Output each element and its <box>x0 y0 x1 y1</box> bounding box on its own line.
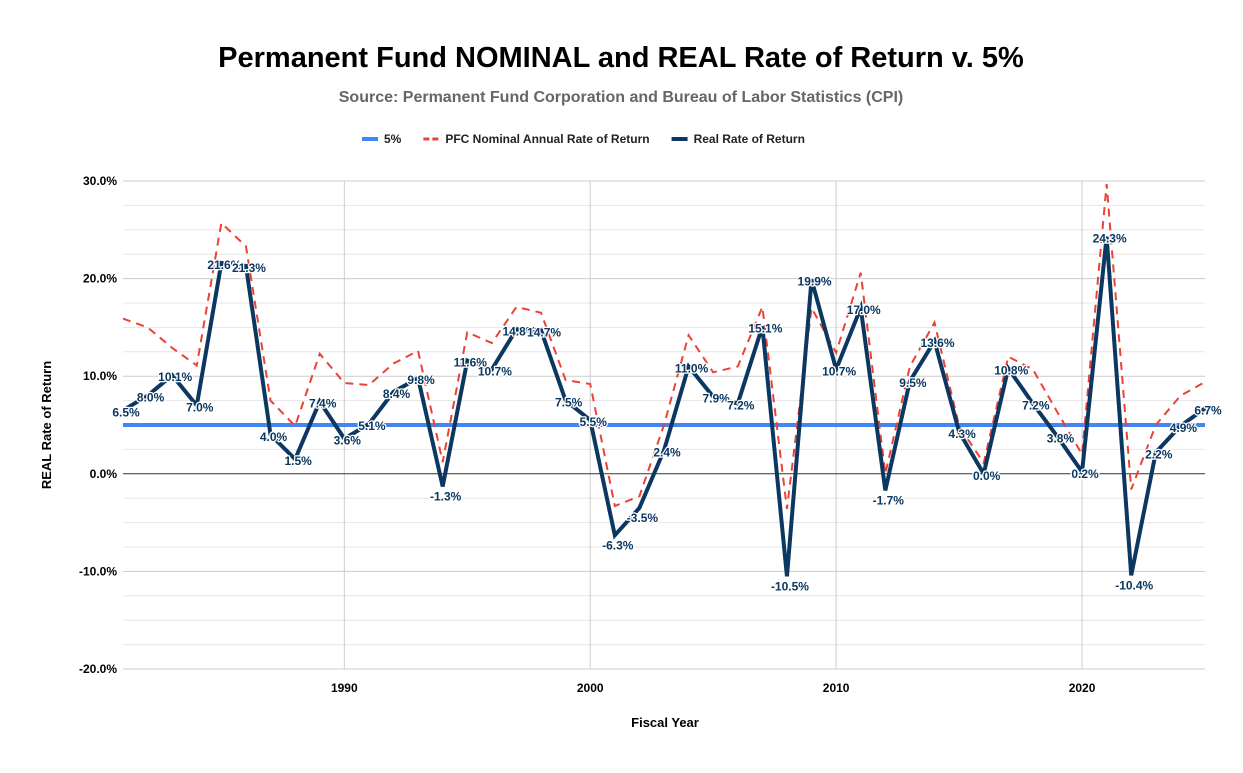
series-line-nominal <box>122 183 1206 510</box>
chart-subtitle: Source: Permanent Fund Corporation and B… <box>339 89 904 106</box>
x-tick-label: 1990 <box>331 681 358 695</box>
legend: 5% PFC Nominal Annual Rate of Return Real … <box>362 132 805 146</box>
x-axis-label: Fiscal Year <box>631 715 699 730</box>
data-labels: 6.5%8.0% 10.1% 7.0% 21.6%21.3% 4.0% 1.5% 7.4% 3… <box>111 230 1223 594</box>
data-label: 7.0% <box>186 400 214 414</box>
data-label: 10.8% <box>994 363 1028 377</box>
data-label: 14.7% <box>527 325 561 339</box>
data-label: -1.3% <box>430 489 462 503</box>
data-label: 10.7% <box>822 364 856 378</box>
data-label: 4.9% <box>1170 421 1198 435</box>
y-tick-label: 0.0% <box>90 467 118 481</box>
chart-title: Permanent Fund NOMINAL and REAL Rate of … <box>218 42 1024 74</box>
data-label: 19.9% <box>798 275 832 289</box>
data-label: 11.6% <box>454 356 488 370</box>
data-label: 4.3% <box>948 427 976 441</box>
x-tick-label: 2020 <box>1069 681 1096 695</box>
x-tick-label: 2010 <box>823 681 850 695</box>
data-label: 10.1% <box>158 370 192 384</box>
data-label: 7.9% <box>703 392 731 406</box>
data-label: 3.8% <box>1047 432 1075 446</box>
y-tick-label: 20.0% <box>83 272 117 286</box>
legend-label: Real Rate of Return <box>694 132 805 146</box>
data-label: 7.2% <box>727 399 755 413</box>
y-tick-label: -20.0% <box>79 662 117 676</box>
data-label: -3.5% <box>627 511 659 525</box>
data-label: -6.3% <box>602 538 634 552</box>
data-label: 24.3% <box>1093 232 1127 246</box>
data-label: 8.0% <box>137 391 165 405</box>
data-label: -1.7% <box>873 493 905 507</box>
data-label: -10.5% <box>771 579 809 593</box>
data-label: 21.6% <box>207 258 241 272</box>
data-label: 2.2% <box>1145 447 1173 461</box>
data-label: 11.0% <box>675 361 709 375</box>
x-tick-label: 2000 <box>577 681 604 695</box>
data-label: 2.4% <box>653 445 681 459</box>
y-tick-label: 30.0% <box>83 174 117 188</box>
legend-label: PFC Nominal Annual Rate of Return <box>445 132 649 146</box>
data-label: 17.0% <box>847 303 881 317</box>
data-label: 3.6% <box>334 434 362 448</box>
data-label: 5.1% <box>358 419 386 433</box>
data-label: 14.8% <box>502 324 536 338</box>
legend-label: 5% <box>384 132 402 146</box>
axes: 1990 2000 2010 2020 -20.0% -10.0% 0.0% 10.0% 20.… <box>79 174 1205 695</box>
data-label: 13.6% <box>920 336 954 350</box>
data-label: 6.7% <box>1194 403 1222 417</box>
data-label: 9.8% <box>407 373 435 387</box>
data-label: 7.5% <box>555 396 583 410</box>
y-tick-label: 10.0% <box>83 369 117 383</box>
data-label: 15.1% <box>748 321 782 335</box>
y-tick-label: -10.0% <box>79 564 117 578</box>
data-label: 4.0% <box>260 430 288 444</box>
data-label: 1.5% <box>284 454 312 468</box>
data-label: 21.3% <box>232 261 266 275</box>
data-label: 5.5% <box>580 415 608 429</box>
data-label: 0.0% <box>973 469 1001 483</box>
data-label: 7.2% <box>1022 399 1050 413</box>
data-label: 6.5% <box>112 405 140 419</box>
series-line-real <box>121 236 1207 577</box>
data-label: 9.5% <box>899 376 927 390</box>
data-label: 10.7% <box>478 364 512 378</box>
series-group <box>121 183 1207 577</box>
y-axis-label: REAL Rate of Return <box>39 361 54 489</box>
data-label: 0.2% <box>1071 467 1099 481</box>
data-label: -10.4% <box>1115 578 1153 592</box>
data-label: 7.4% <box>309 397 337 411</box>
data-label: 8.4% <box>383 387 411 401</box>
